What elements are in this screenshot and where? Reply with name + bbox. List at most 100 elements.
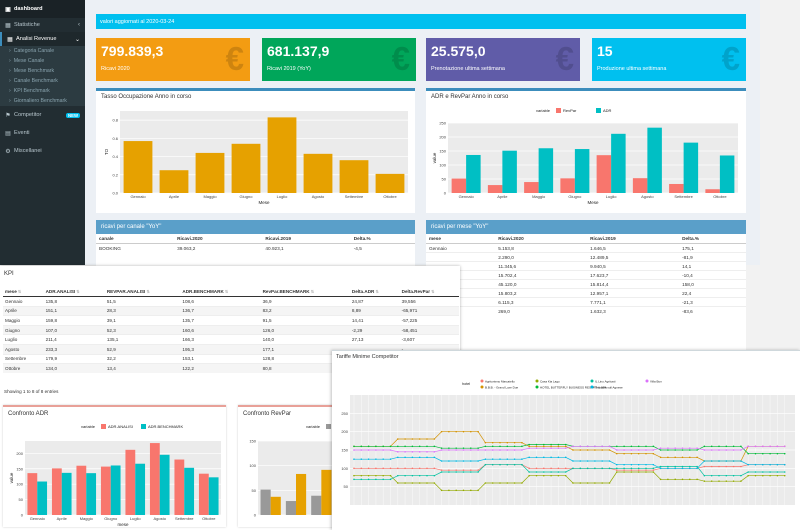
data-point xyxy=(689,465,691,468)
data-point xyxy=(535,445,538,448)
column-header[interactable]: RevPar.BENCHMARK ⇅ xyxy=(260,287,350,297)
sort-icon[interactable]: ⇅ xyxy=(145,289,150,294)
data-point xyxy=(710,474,713,477)
column-header[interactable]: Delta.ADR ⇅ xyxy=(349,287,400,297)
submenu-mese-benchmark[interactable]: › Mese Benchmark xyxy=(0,66,85,76)
data-point xyxy=(397,474,399,477)
data-point xyxy=(652,463,655,466)
data-point xyxy=(367,478,370,481)
y-axis-label: value xyxy=(432,152,437,163)
data-point xyxy=(608,449,611,451)
sidebar-item-statistiche[interactable]: ▦ Statistiche ‹ xyxy=(0,18,85,32)
table-row: Aprile 151,1 28,3 136,7 83,2 8,89 -65,971 xyxy=(3,305,459,316)
y-tick-label: 50 xyxy=(442,177,447,182)
value-box-label: Ricavi 2019 (YoY) xyxy=(267,66,311,72)
sort-icon[interactable]: ⇅ xyxy=(223,289,229,294)
data-point xyxy=(630,463,633,466)
data-point xyxy=(579,467,582,470)
column-header[interactable]: mese ⇅ xyxy=(3,287,44,297)
bar xyxy=(51,468,62,515)
sidebar-item-label: Miscellanei xyxy=(14,148,42,154)
data-point xyxy=(499,458,501,460)
sort-icon[interactable]: ⇅ xyxy=(374,289,379,294)
sort-icon[interactable]: ⇅ xyxy=(309,289,315,294)
column-header[interactable]: REVPAR.ANALISI ⇅ xyxy=(104,287,181,297)
submenu-canale-benchmark[interactable]: › Canale Benchmark xyxy=(0,76,85,86)
sort-icon[interactable]: ⇅ xyxy=(75,289,80,294)
table-row: Maggio 159,8 39,1 135,7 91,5 14,41 -57,225 xyxy=(3,315,459,326)
data-point xyxy=(754,474,757,477)
sidebar-item-competitor[interactable]: ⚑ Competitor NEW xyxy=(0,106,85,124)
data-point xyxy=(455,469,457,471)
bar xyxy=(524,182,539,193)
column-header[interactable]: Delta.RevPar ⇅ xyxy=(399,287,459,297)
table-cell: 140,0 xyxy=(260,334,350,345)
sidebar-item-dashboard[interactable]: ▣ dashboard xyxy=(0,0,85,18)
table-cell xyxy=(426,288,496,298)
table-cell: 128,8 xyxy=(260,353,350,364)
legend-label: RevPar xyxy=(563,108,577,113)
data-point xyxy=(718,465,720,468)
table-row: 15.702,4 17.623,7 -10,4 xyxy=(426,270,746,280)
data-point xyxy=(689,449,691,451)
bar xyxy=(705,189,720,193)
data-point xyxy=(506,441,509,444)
data-point xyxy=(418,445,421,448)
legend-title: variable xyxy=(536,108,551,113)
table-cell: 135,8 xyxy=(43,296,105,307)
sidebar-item-eventi[interactable]: ▤ Eventi xyxy=(0,124,85,142)
data-point xyxy=(637,467,640,470)
sidebar-item-miscellanei[interactable]: ⚙ Miscellanei xyxy=(0,142,85,160)
data-point xyxy=(689,478,691,481)
sidebar-item-analisi-revenue[interactable]: ▦ Analisi Revenue ⌄ xyxy=(0,32,85,46)
sort-icon[interactable]: ⇅ xyxy=(16,289,22,294)
table-cell: -21,3 xyxy=(679,297,746,307)
data-point xyxy=(564,471,567,473)
data-point xyxy=(550,471,552,473)
data-point xyxy=(389,474,392,477)
data-point xyxy=(586,445,589,448)
x-tick-label: Agosto xyxy=(154,516,167,521)
table-cell: 175,1 xyxy=(679,243,746,253)
data-point xyxy=(732,445,735,448)
column-header[interactable]: ADR.ANALISI ⇅ xyxy=(43,287,105,297)
data-point xyxy=(740,449,742,451)
data-point xyxy=(484,445,487,448)
y-tick-label: 0 xyxy=(21,513,24,518)
data-point xyxy=(623,469,625,471)
data-point xyxy=(783,463,786,466)
data-point xyxy=(353,445,355,448)
submenu-mese-canale[interactable]: › Mese Canale xyxy=(0,56,85,66)
data-point xyxy=(564,445,567,448)
data-point xyxy=(499,441,501,444)
data-point xyxy=(433,438,436,440)
table-cell: 39,1 xyxy=(104,315,181,326)
submenu-kpi-benchmark[interactable]: › KPI Benchmark xyxy=(0,86,85,96)
data-point xyxy=(754,463,757,466)
data-point xyxy=(681,467,684,470)
table-cell: 211,4 xyxy=(43,334,105,345)
data-point xyxy=(491,458,494,460)
sort-icon[interactable]: ⇅ xyxy=(430,289,435,294)
table-cell: 126,0 xyxy=(260,324,350,335)
data-point xyxy=(747,471,749,473)
table-cell: -65,971 xyxy=(399,305,459,316)
data-point xyxy=(557,467,560,470)
data-point xyxy=(448,430,450,433)
data-point xyxy=(769,471,771,473)
x-tick-label: Giugno xyxy=(240,194,254,199)
data-point xyxy=(776,452,779,455)
data-point xyxy=(564,447,567,449)
legend-label: IL Lino Agritusti xyxy=(595,379,616,383)
table-cell: 24,87 xyxy=(349,296,400,307)
y-tick-label: 100 xyxy=(341,466,348,471)
table-cell: Giugno xyxy=(3,324,44,335)
table-cell: 136,7 xyxy=(180,305,261,316)
legend-label: B.B.B. - Grand Luxe Due xyxy=(485,385,519,389)
submenu-categoria-canale[interactable]: › Categoria Canale xyxy=(0,46,85,56)
submenu-giornaliero-benchmark[interactable]: › Giornaliero Benchmark xyxy=(0,96,85,106)
data-point xyxy=(455,447,457,449)
data-point xyxy=(703,480,706,482)
column-header[interactable]: ADR.BENCHMARK ⇅ xyxy=(180,287,261,297)
